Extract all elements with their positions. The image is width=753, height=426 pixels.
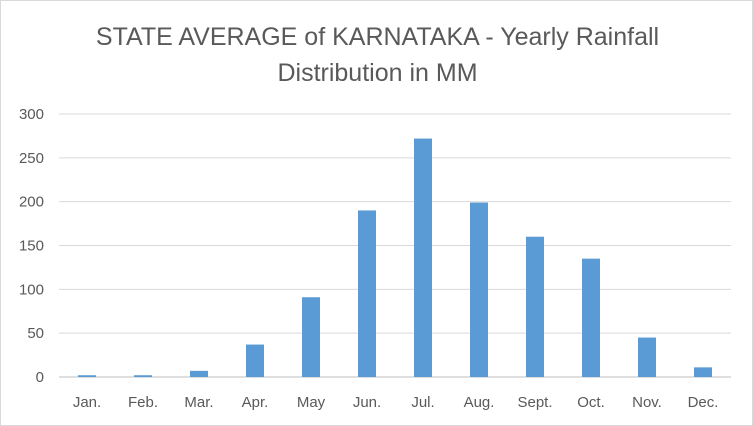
y-tick-label: 50 bbox=[27, 325, 44, 342]
bars bbox=[78, 138, 712, 377]
bar-feb bbox=[134, 375, 152, 377]
chart-title: STATE AVERAGE of KARNATAKA - Yearly Rain… bbox=[1, 19, 753, 91]
bar-nov bbox=[638, 337, 656, 377]
x-tick-label: Jul. bbox=[411, 394, 434, 411]
y-tick-label: 250 bbox=[19, 150, 44, 167]
y-tick-label: 100 bbox=[19, 281, 44, 298]
x-tick-label: May bbox=[297, 394, 326, 411]
x-axis-ticks: Jan. Feb. Mar. Apr. May Jun. Jul. Aug. Sept. Oct.… bbox=[73, 394, 719, 411]
x-tick-label: Jan. bbox=[73, 394, 101, 411]
x-tick-label: Aug. bbox=[464, 394, 495, 411]
bar-may bbox=[302, 297, 320, 377]
bar-dec bbox=[694, 367, 712, 377]
y-axis-ticks: 0 50 100 150 200 250 300 bbox=[19, 106, 44, 386]
y-tick-label: 0 bbox=[36, 369, 44, 386]
x-tick-label: Feb. bbox=[128, 394, 158, 411]
x-tick-label: Oct. bbox=[577, 394, 605, 411]
x-tick-label: Jun. bbox=[353, 394, 381, 411]
x-tick-label: Mar. bbox=[184, 394, 213, 411]
bar-jan bbox=[78, 375, 96, 377]
bar-jul bbox=[414, 138, 432, 377]
bar-mar bbox=[190, 370, 208, 377]
bar-apr bbox=[246, 344, 264, 377]
chart-title-line-1: STATE AVERAGE of KARNATAKA - Yearly Rain… bbox=[95, 23, 660, 51]
x-tick-label: Sept. bbox=[517, 394, 552, 411]
y-tick-label: 150 bbox=[19, 238, 44, 255]
x-tick-label: Apr. bbox=[242, 394, 269, 411]
y-tick-label: 200 bbox=[19, 194, 44, 211]
bar-aug bbox=[470, 202, 488, 377]
bar-oct bbox=[582, 258, 600, 377]
gridlines bbox=[59, 113, 731, 378]
chart-title-line-2: Distribution in MM bbox=[277, 59, 478, 87]
x-tick-label: Dec. bbox=[688, 394, 719, 411]
y-tick-label: 300 bbox=[19, 106, 44, 123]
bar-jun bbox=[358, 210, 376, 377]
x-tick-label: Nov. bbox=[632, 394, 662, 411]
bar-sept bbox=[526, 236, 544, 377]
